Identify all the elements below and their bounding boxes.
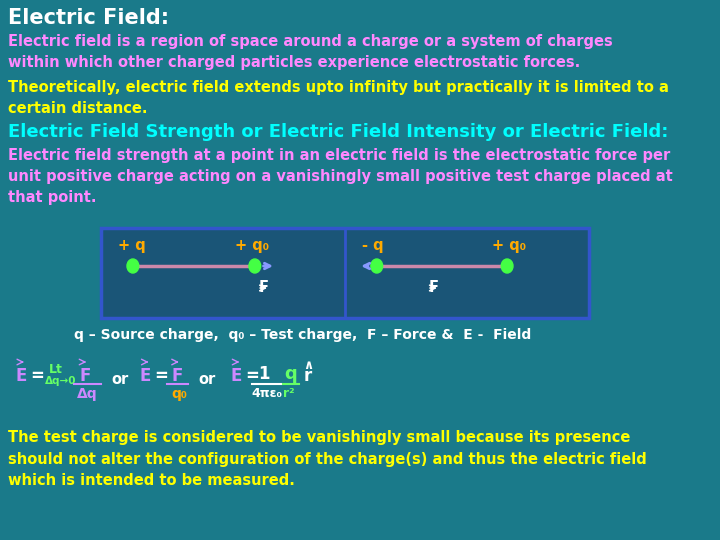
Circle shape bbox=[371, 259, 382, 273]
Bar bbox=[101, 228, 589, 318]
Text: r: r bbox=[304, 367, 312, 385]
Text: or: or bbox=[199, 372, 216, 387]
Text: q – Source charge,  q₀ – Test charge,  F – Force &  E -  Field: q – Source charge, q₀ – Test charge, F –… bbox=[74, 328, 531, 342]
Text: E: E bbox=[140, 367, 151, 385]
Text: - q: - q bbox=[361, 238, 383, 253]
Text: q₀: q₀ bbox=[171, 387, 187, 401]
Text: + q₀: + q₀ bbox=[235, 238, 269, 253]
Text: + q: + q bbox=[118, 238, 145, 253]
Text: + q₀: + q₀ bbox=[492, 238, 526, 253]
Text: Δq: Δq bbox=[77, 387, 98, 401]
Circle shape bbox=[249, 259, 261, 273]
Text: E: E bbox=[230, 367, 242, 385]
Text: F: F bbox=[259, 280, 269, 295]
Text: Δq→0: Δq→0 bbox=[45, 376, 77, 386]
Text: Electric field strength at a point in an electric field is the electrostatic for: Electric field strength at a point in an… bbox=[9, 148, 673, 205]
Text: Electric Field Strength or Electric Field Intensity or Electric Field:: Electric Field Strength or Electric Fiel… bbox=[9, 123, 669, 141]
Text: =: = bbox=[246, 367, 259, 385]
Circle shape bbox=[501, 259, 513, 273]
Text: E: E bbox=[15, 367, 27, 385]
Text: Lt: Lt bbox=[49, 363, 63, 376]
Text: =: = bbox=[155, 367, 168, 385]
Text: Theoretically, electric field extends upto infinity but practically it is limite: Theoretically, electric field extends up… bbox=[9, 80, 670, 116]
Text: F: F bbox=[79, 367, 91, 385]
Text: Electric field is a region of space around a charge or a system of charges
withi: Electric field is a region of space arou… bbox=[9, 34, 613, 70]
Text: 4πε₀: 4πε₀ bbox=[251, 387, 282, 400]
Text: F: F bbox=[429, 280, 439, 295]
Text: q: q bbox=[284, 365, 297, 383]
Text: F: F bbox=[171, 367, 183, 385]
Text: The test charge is considered to be vanishingly small because its presence
shoul: The test charge is considered to be vani… bbox=[9, 430, 647, 488]
Text: 1: 1 bbox=[258, 365, 270, 383]
Text: r²: r² bbox=[284, 387, 295, 400]
Text: or: or bbox=[112, 372, 129, 387]
Text: ∧: ∧ bbox=[304, 359, 314, 372]
Circle shape bbox=[127, 259, 139, 273]
Text: Electric Field:: Electric Field: bbox=[9, 8, 169, 28]
Text: =: = bbox=[30, 367, 44, 385]
